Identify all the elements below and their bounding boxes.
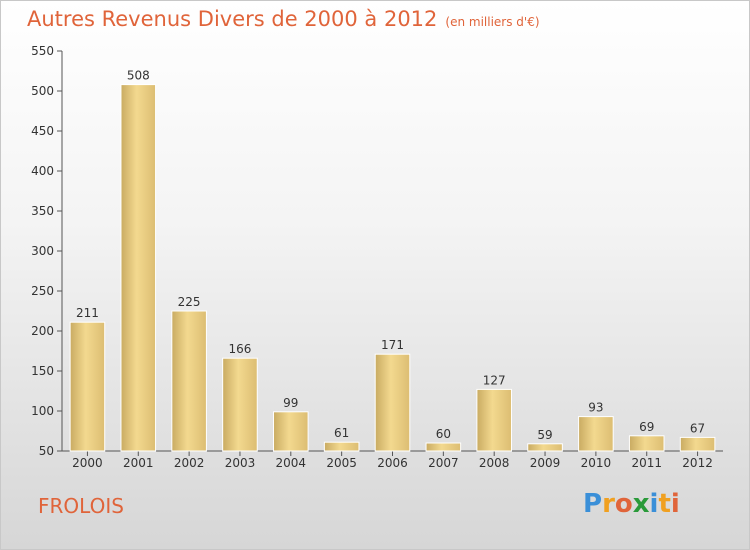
chart-unit: (en milliers d'€) — [445, 15, 540, 29]
logo-letter: P — [583, 489, 603, 519]
x-tick-label-2000: 2000 — [72, 456, 103, 470]
bar-2001 — [120, 84, 157, 452]
y-tick-label: 50 — [39, 444, 54, 458]
y-tick-label: 150 — [31, 364, 54, 378]
data-label-2012: 67 — [690, 421, 705, 435]
bar-2005 — [323, 441, 360, 452]
data-label-2011: 69 — [639, 420, 654, 434]
bar-2006 — [374, 353, 411, 452]
logo-letter: i — [649, 489, 659, 519]
data-label-2001: 508 — [127, 69, 150, 83]
x-tick-label-2002: 2002 — [174, 456, 205, 470]
x-tick-label-2003: 2003 — [225, 456, 256, 470]
bar-2003 — [222, 357, 258, 452]
logo-letter: t — [658, 489, 671, 519]
y-tick-label: 450 — [31, 124, 54, 138]
data-label-2005: 61 — [334, 426, 349, 440]
logo-letter: x — [632, 489, 650, 519]
y-tick-label: 250 — [31, 284, 54, 298]
axes: 50 100 150 200 250 300 350 400 450 500 550 — [31, 44, 723, 458]
y-tick-label: 400 — [31, 164, 54, 178]
commune-name: FROLOIS — [38, 494, 124, 518]
bar-2009 — [527, 443, 563, 452]
data-label-2008: 127 — [483, 373, 506, 387]
data-label-2009: 59 — [537, 428, 552, 442]
data-label-2004: 99 — [283, 396, 298, 410]
y-tick-label: 100 — [31, 404, 54, 418]
x-tick-label-2004: 2004 — [276, 456, 307, 470]
bar-2011 — [628, 435, 665, 452]
logo-letter: r — [602, 489, 615, 519]
y-tick-label: 350 — [31, 204, 54, 218]
bar-2012 — [679, 436, 716, 452]
bar-2002 — [171, 310, 207, 452]
title-row: Autres Revenus Divers de 2000 à 2012 (en … — [27, 7, 540, 31]
x-tick-label-2007: 2007 — [428, 456, 459, 470]
bar-2007 — [425, 442, 462, 452]
x-tick-label-2008: 2008 — [479, 456, 510, 470]
bar-2000 — [69, 321, 106, 452]
proxiti-logo[interactable]: Proxiti — [583, 489, 680, 519]
data-label-2000: 211 — [76, 306, 99, 320]
y-tick-label: 500 — [31, 84, 54, 98]
data-label-2002: 225 — [178, 295, 201, 309]
logo-letter: o — [614, 489, 633, 519]
x-tick-label-2011: 2011 — [631, 456, 662, 470]
bar-2004 — [273, 411, 309, 452]
data-label-2010: 93 — [588, 401, 603, 415]
y-tick-label: 300 — [31, 244, 54, 258]
labels: 211 2000 508 2001 225 2002 166 2003 99 2004 61 2005… — [72, 69, 713, 470]
logo-letter: i — [670, 489, 680, 519]
x-tick-label-2010: 2010 — [581, 456, 612, 470]
bar-2008 — [476, 388, 512, 452]
x-tick-label-2001: 2001 — [123, 456, 154, 470]
y-tick-label: 200 — [31, 324, 54, 338]
x-tick-label-2012: 2012 — [682, 456, 713, 470]
data-label-2007: 60 — [436, 427, 451, 441]
y-tick-label: 550 — [31, 44, 54, 58]
chart-title: Autres Revenus Divers de 2000 à 2012 — [27, 7, 438, 31]
bars — [69, 84, 716, 452]
x-tick-label-2006: 2006 — [377, 456, 408, 470]
data-label-2003: 166 — [229, 342, 252, 356]
data-label-2006: 171 — [381, 338, 404, 352]
x-tick-label-2009: 2009 — [530, 456, 561, 470]
bar-2010 — [578, 416, 614, 452]
x-tick-label-2005: 2005 — [326, 456, 357, 470]
